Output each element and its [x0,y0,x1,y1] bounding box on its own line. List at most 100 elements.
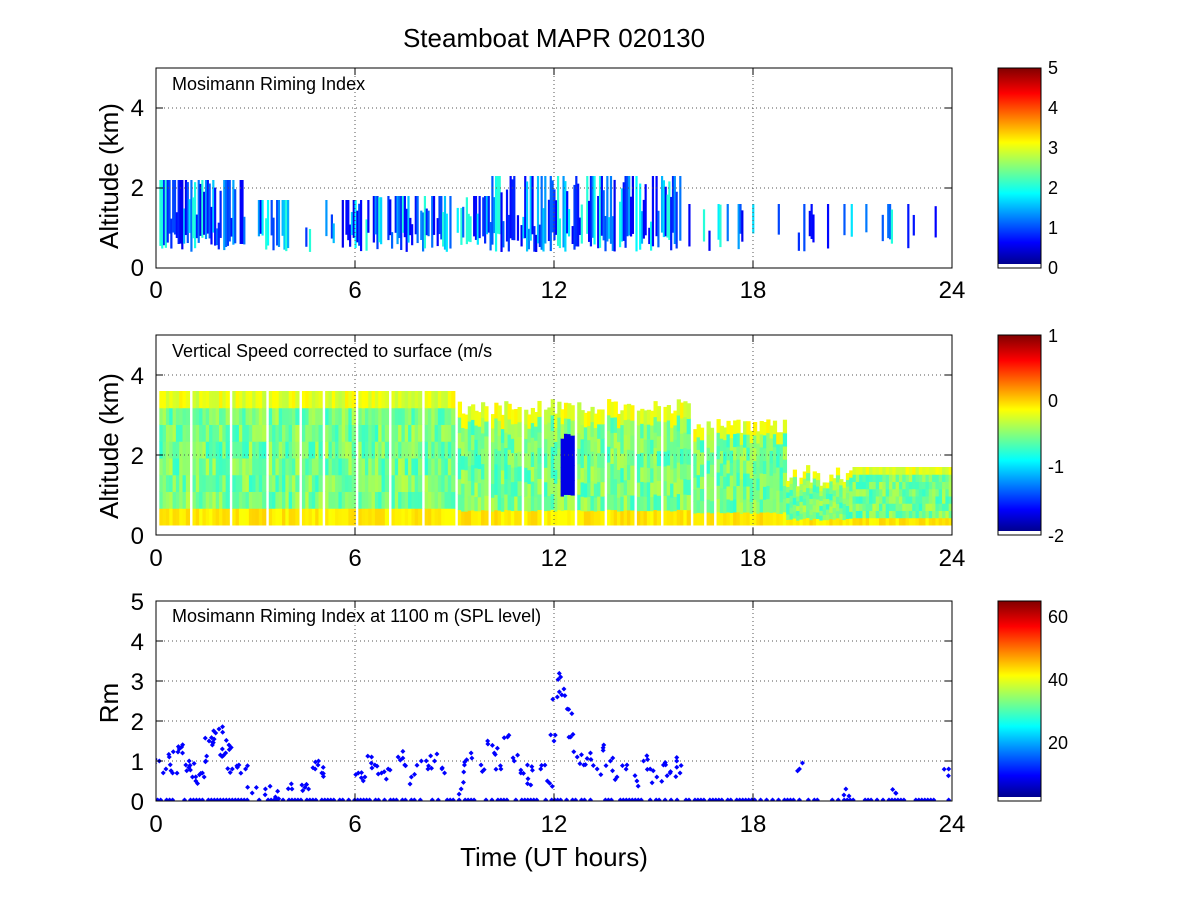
heatmap-column [469,216,472,243]
heatmap-column [753,460,758,475]
heatmap-column [457,432,463,449]
colorbar-tick: 40 [1048,670,1068,690]
heatmap-column [849,484,854,492]
heatmap-column [544,481,549,497]
heatmap-column [182,391,187,409]
heatmap-column [686,433,691,450]
data-point [469,755,475,761]
heatmap-column [371,407,376,425]
figure-title: Steamboat MAPR 020130 [403,23,705,53]
heatmap-column [380,197,383,245]
heatmap-column [345,474,350,492]
heatmap-column [719,425,725,439]
heatmap-column [583,454,589,470]
heatmap-column [922,510,927,519]
data-point-zero [850,797,856,801]
heatmap-column [212,458,217,476]
heatmap-column [524,176,527,239]
heatmap-column [935,496,940,504]
heatmap-column [782,419,788,434]
heatmap-column [514,438,519,454]
heatmap-column [210,206,213,245]
heatmap-column [869,488,874,497]
heatmap-column [215,474,220,492]
heatmap-column [832,478,837,485]
heatmap-column [325,458,330,476]
data-point [262,786,268,792]
heatmap-column [401,407,406,425]
data-point [673,774,679,780]
data-point [574,754,580,760]
heatmap-column [779,501,784,514]
heatmap-column [729,512,734,526]
heatmap-column [680,463,685,480]
heatmap-column [365,219,368,251]
heatmap-column [255,508,260,526]
heatmap-column [484,480,489,496]
y-tick-label: 4 [131,363,144,390]
heatmap-column [908,517,914,526]
heatmap-column [431,196,434,248]
heatmap-column [364,491,370,509]
heatmap-column [855,503,861,511]
heatmap-column [602,190,605,241]
heatmap-column [345,491,350,509]
heatmap-column [374,508,380,526]
heatmap-column [364,424,370,442]
heatmap-column [172,424,177,442]
heatmap-column [371,391,376,409]
heatmap-column [165,391,171,409]
heatmap-column [496,176,499,234]
heatmap-column [331,508,336,526]
heatmap-column [699,451,705,465]
data-point [201,774,207,780]
heatmap-column [932,503,937,511]
heatmap-column [726,485,731,500]
heatmap-column [850,204,853,237]
heatmap-column [282,474,287,492]
heatmap-column [643,439,648,454]
heatmap-column [567,464,572,480]
data-point [306,786,312,792]
tick-marks [155,68,953,269]
heatmap-column [802,518,807,526]
heatmap-column [802,511,807,519]
data-point [600,745,606,751]
heatmap-column [295,441,300,459]
heatmap-column [938,503,943,511]
heatmap-column [427,474,433,492]
data-point [634,778,640,784]
heatmap-column [653,401,658,418]
heatmap-column [577,463,582,480]
heatmap-column [510,467,516,483]
heatmap-column [325,491,330,509]
heatmap-column [175,424,181,442]
heatmap-column [666,450,671,466]
data-point [498,766,504,772]
heatmap-column [447,424,453,442]
heatmap-column [879,481,884,490]
heatmap-column [855,496,861,504]
heatmap-column [431,441,436,459]
heatmap-column [348,474,353,492]
heatmap-column [737,204,740,250]
data-point [587,750,593,756]
heatmap-column [636,496,642,512]
heatmap-column [816,479,821,487]
heatmap-column [268,424,273,442]
heatmap-column [215,441,220,459]
x-tick-label: 6 [348,545,361,572]
heatmap-column [431,424,436,442]
heatmap-column [875,517,880,526]
heatmap-column [709,512,715,526]
heatmap-column [560,452,565,468]
heatmap-column [789,489,794,496]
y-axis-label: Rm [94,683,124,723]
heatmap-column [617,497,622,512]
heatmap-column [888,503,894,511]
heatmap-column [809,509,814,515]
heatmap-column [318,458,323,476]
heatmap-column [248,458,254,476]
heatmap-column [666,405,671,421]
heatmap-column [172,474,177,492]
